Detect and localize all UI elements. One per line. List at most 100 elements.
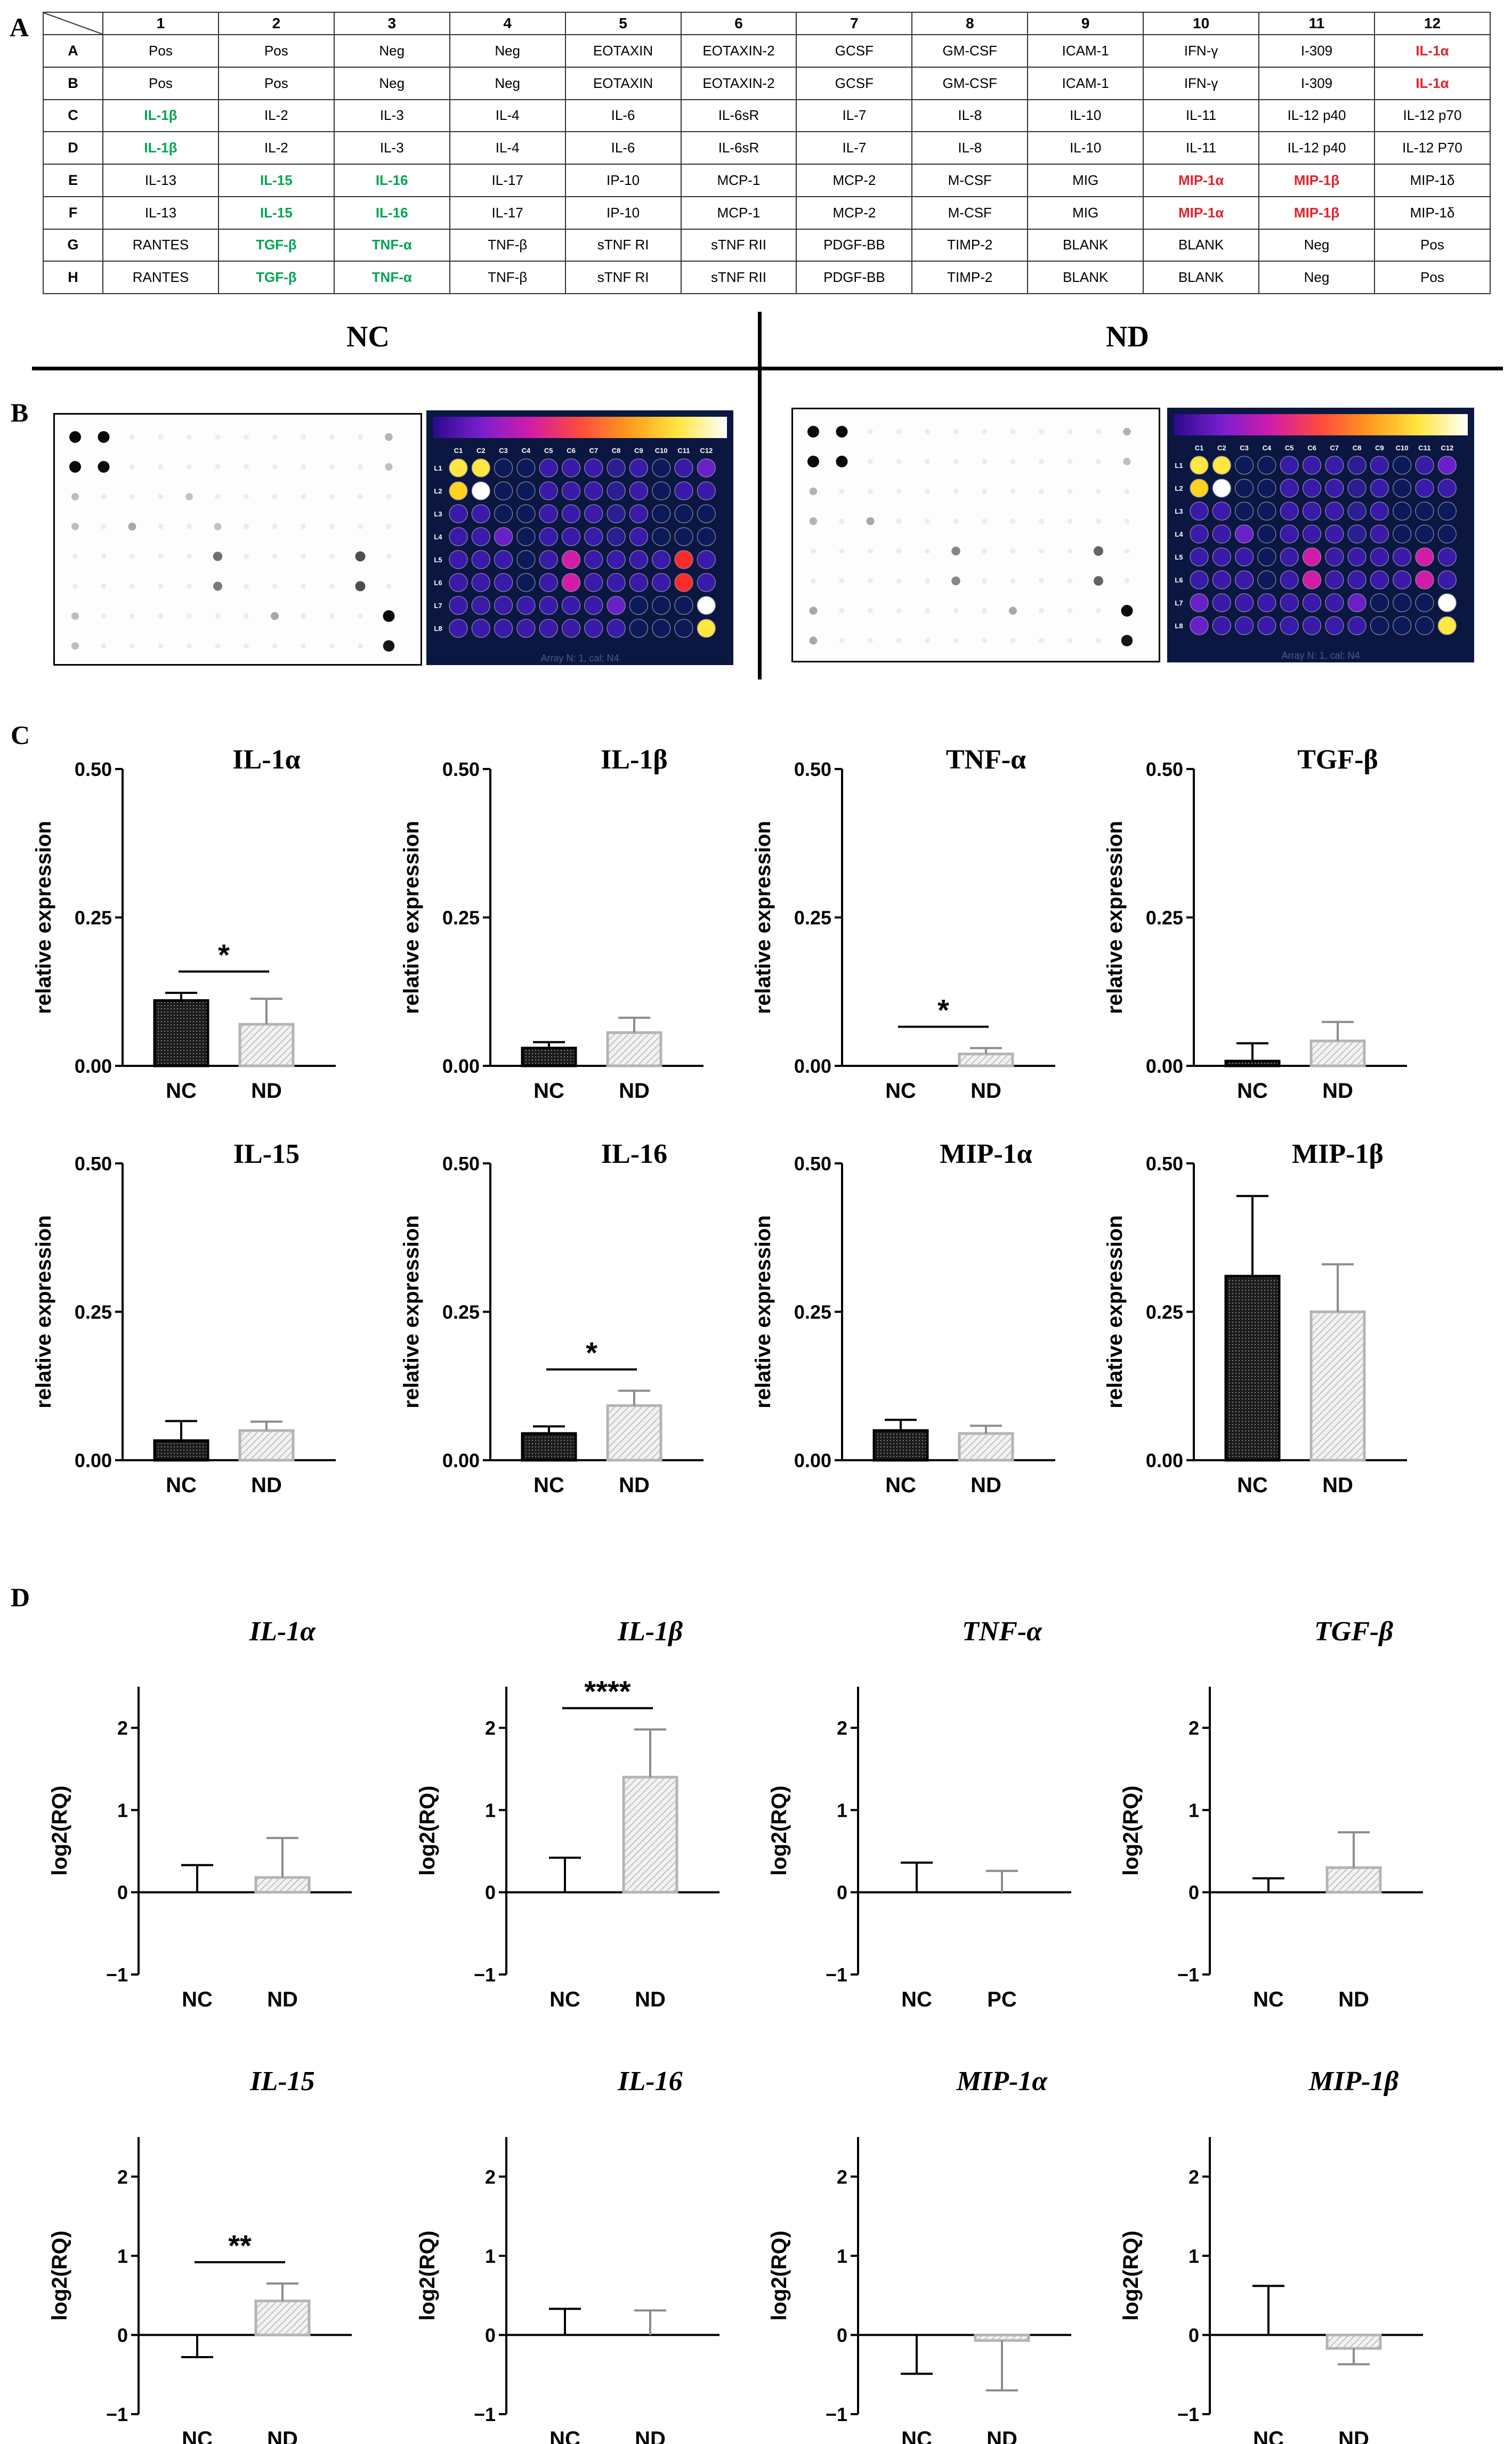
heatmap-cell <box>1235 501 1254 521</box>
heatmap-cell <box>471 481 490 500</box>
heatmap-cell <box>1280 547 1299 567</box>
heatmap-cell <box>561 596 581 615</box>
chart-title: IL-16 <box>617 2066 682 2097</box>
y-axis-label: relative expression <box>32 821 55 1014</box>
heatmap-cell <box>629 504 648 523</box>
blot-spot-faint <box>158 554 164 559</box>
y-tick-label: 0.00 <box>1146 1055 1183 1077</box>
heatmap-cell <box>674 596 693 615</box>
table-cell: Neg <box>449 34 566 68</box>
heatmap-cell <box>607 481 626 500</box>
heatmap-cell <box>1415 547 1434 567</box>
blot-spot-faint <box>1010 459 1016 464</box>
y-axis-label: log2(RQ) <box>416 2231 439 2321</box>
heatmap-column-label: C1 <box>1195 444 1204 452</box>
heatmap-cell <box>1347 479 1367 498</box>
heatmap-cell <box>1212 456 1231 475</box>
significance-label: ** <box>228 2229 252 2262</box>
row-header: H <box>43 261 103 294</box>
row-header: D <box>43 131 103 165</box>
heatmap-cell <box>1235 547 1254 567</box>
y-tick-label: 0.50 <box>75 1153 112 1175</box>
y-axis-label: relative expression <box>400 821 423 1014</box>
blot-spot <box>1121 605 1133 617</box>
blot-spot <box>71 642 79 650</box>
heatmap-cell <box>652 481 671 500</box>
blot-spot-faint <box>301 434 306 440</box>
table-cell: TNF-α <box>333 261 450 294</box>
heatmap-column-label: C7 <box>589 447 598 455</box>
x-tick-label: ND <box>267 1988 298 2011</box>
table-cell: GCSF <box>796 34 913 68</box>
heatmap-cell <box>516 596 536 615</box>
heatmap-cell <box>1325 501 1344 521</box>
blot-spot-faint <box>272 554 278 559</box>
blot-spot <box>1121 635 1133 646</box>
y-axis-label: log2(RQ) <box>1119 1786 1143 1876</box>
column-header: 5 <box>564 12 682 35</box>
blot-spots-nd <box>807 426 1133 646</box>
x-tick-label: NC <box>182 2427 213 2444</box>
heatmap-grid-nc: C1 C2 C3 C4 C5 C6 C7 C8 C9 C10 C11 C12 L1 L2 L3 L4 L5 L6 L… <box>433 417 727 638</box>
significance-label: **** <box>584 1674 630 1708</box>
table-cell: EOTAXIN-2 <box>680 34 797 68</box>
heatmap-cell <box>1302 456 1322 475</box>
column-header: 11 <box>1258 12 1375 35</box>
heatmap-cell <box>1347 501 1367 521</box>
x-tick-label: NC <box>885 1079 916 1103</box>
blot-spot-faint <box>982 608 987 613</box>
table-corner-cell <box>43 12 103 35</box>
blot-spot-faint <box>953 429 959 434</box>
x-tick-label: NC <box>549 1988 580 2011</box>
heatmap-cell <box>1302 593 1322 612</box>
x-tick-label: ND <box>1338 1988 1369 2011</box>
blot-spot-faint <box>868 638 873 643</box>
blot-spot-faint <box>244 613 249 619</box>
column-header: 10 <box>1143 12 1260 35</box>
heatmap-cell <box>1280 524 1299 544</box>
chart-title: TGF-β <box>1314 1616 1393 1647</box>
table-cell: MIP-1β <box>1258 164 1375 197</box>
heatmap-cell <box>1393 456 1412 475</box>
heatmap-cell <box>1190 501 1209 521</box>
heatmap-cell <box>561 527 581 546</box>
bar-nd <box>1309 1310 1366 1462</box>
blot-spot-faint <box>130 584 135 589</box>
heatmap-cell <box>652 573 671 592</box>
x-tick-label: ND <box>267 2427 298 2444</box>
blot-spot-faint <box>896 429 902 434</box>
heatmap-cell <box>1393 479 1412 498</box>
row-header: C <box>43 99 103 133</box>
heatmap-row-label: L4 <box>434 533 442 541</box>
table-cell: IL-17 <box>449 164 566 197</box>
blot-spot-faint <box>130 554 135 559</box>
heatmap-cell <box>494 458 513 478</box>
y-tick-label: 0.25 <box>75 1301 112 1323</box>
table-cell: Pos <box>102 34 219 68</box>
y-tick-label: 2 <box>485 1717 496 1739</box>
blot-spot <box>385 433 393 441</box>
heatmap-cell <box>652 504 671 523</box>
x-tick-label: NC <box>533 1474 564 1497</box>
blot-spot-faint <box>925 608 930 613</box>
heatmap-cell <box>1325 547 1344 567</box>
heatmap-cell <box>1415 479 1434 498</box>
heatmap-column-label: C8 <box>1353 444 1362 452</box>
table-cell: IL-6sR <box>680 99 797 133</box>
heatmap-nc: C1 C2 C3 C4 C5 C6 C7 C8 C9 C10 C11 C12 L1 L2 L3 L4 L5 L6 L… <box>426 410 733 665</box>
table-cell: MIP-1β <box>1258 196 1375 230</box>
blot-spot-faint <box>130 434 135 440</box>
heatmap-cell <box>1325 524 1344 544</box>
table-cell: TGF-β <box>217 228 335 262</box>
y-tick-label: 0.00 <box>442 1450 480 1471</box>
table-cell: MIP-1δ <box>1373 164 1491 197</box>
column-header: 1 <box>102 12 219 35</box>
significance-label: * <box>218 938 230 972</box>
table-cell: IL-6sR <box>680 131 797 165</box>
y-tick-label: 2 <box>1188 1717 1199 1739</box>
heatmap-cell <box>561 573 581 592</box>
heatmap-cell <box>1370 456 1389 475</box>
blot-spot-faint <box>386 494 392 499</box>
blot-spot-faint <box>982 519 987 524</box>
blot-spot <box>1094 576 1103 586</box>
